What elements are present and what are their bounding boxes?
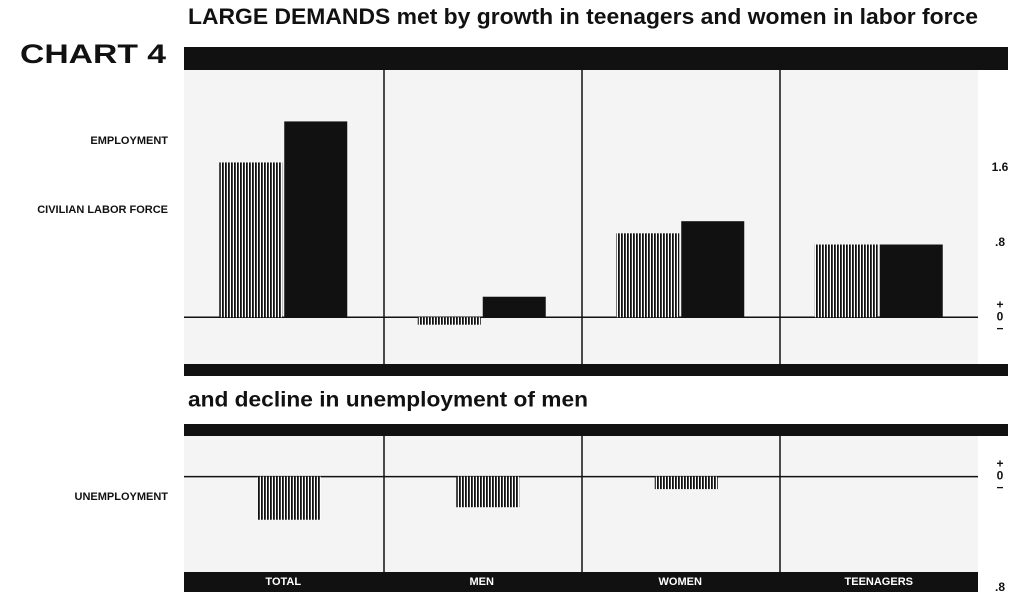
x-tick-label: WOMEN (659, 576, 702, 588)
zero-sign: + (996, 297, 1003, 311)
y-tick-label: .8 (995, 235, 1005, 249)
bar (219, 162, 283, 318)
chart-label: CHART 4 (20, 39, 166, 69)
y-tick-label: 0 (997, 309, 1004, 323)
zero-sign: − (996, 481, 1003, 495)
zero-sign: − (996, 321, 1003, 335)
bar (814, 244, 878, 318)
legend-label: EMPLOYMENT (90, 135, 168, 147)
x-tick-label: MEN (470, 576, 495, 588)
legend-label: UNEMPLOYMENT (75, 491, 169, 503)
bar (654, 476, 718, 490)
bar (456, 476, 520, 508)
chart-title: LARGE DEMANDS met by growth in teenagers… (188, 4, 978, 29)
y-tick-label: .8 (995, 580, 1005, 594)
bar (681, 221, 745, 318)
bar (284, 121, 348, 318)
bar (616, 233, 680, 318)
bar (482, 296, 546, 318)
x-tick-label: TEENAGERS (845, 576, 913, 588)
bar (257, 476, 321, 520)
bar (417, 317, 481, 325)
category-strip (184, 572, 978, 592)
header-bar (184, 424, 1008, 436)
zero-sign: + (996, 457, 1003, 471)
dividers (383, 70, 781, 572)
x-tick-label: TOTAL (265, 576, 301, 588)
y-tick-label: 1.6 (992, 160, 1009, 174)
header-bar (184, 47, 1008, 70)
legend-label: CIVILIAN LABOR FORCE (37, 204, 168, 216)
header-bar (184, 364, 1008, 376)
y-tick-label: 0 (997, 469, 1004, 483)
chart-subtitle: and decline in unemployment of men (188, 389, 588, 412)
bar (879, 244, 943, 318)
